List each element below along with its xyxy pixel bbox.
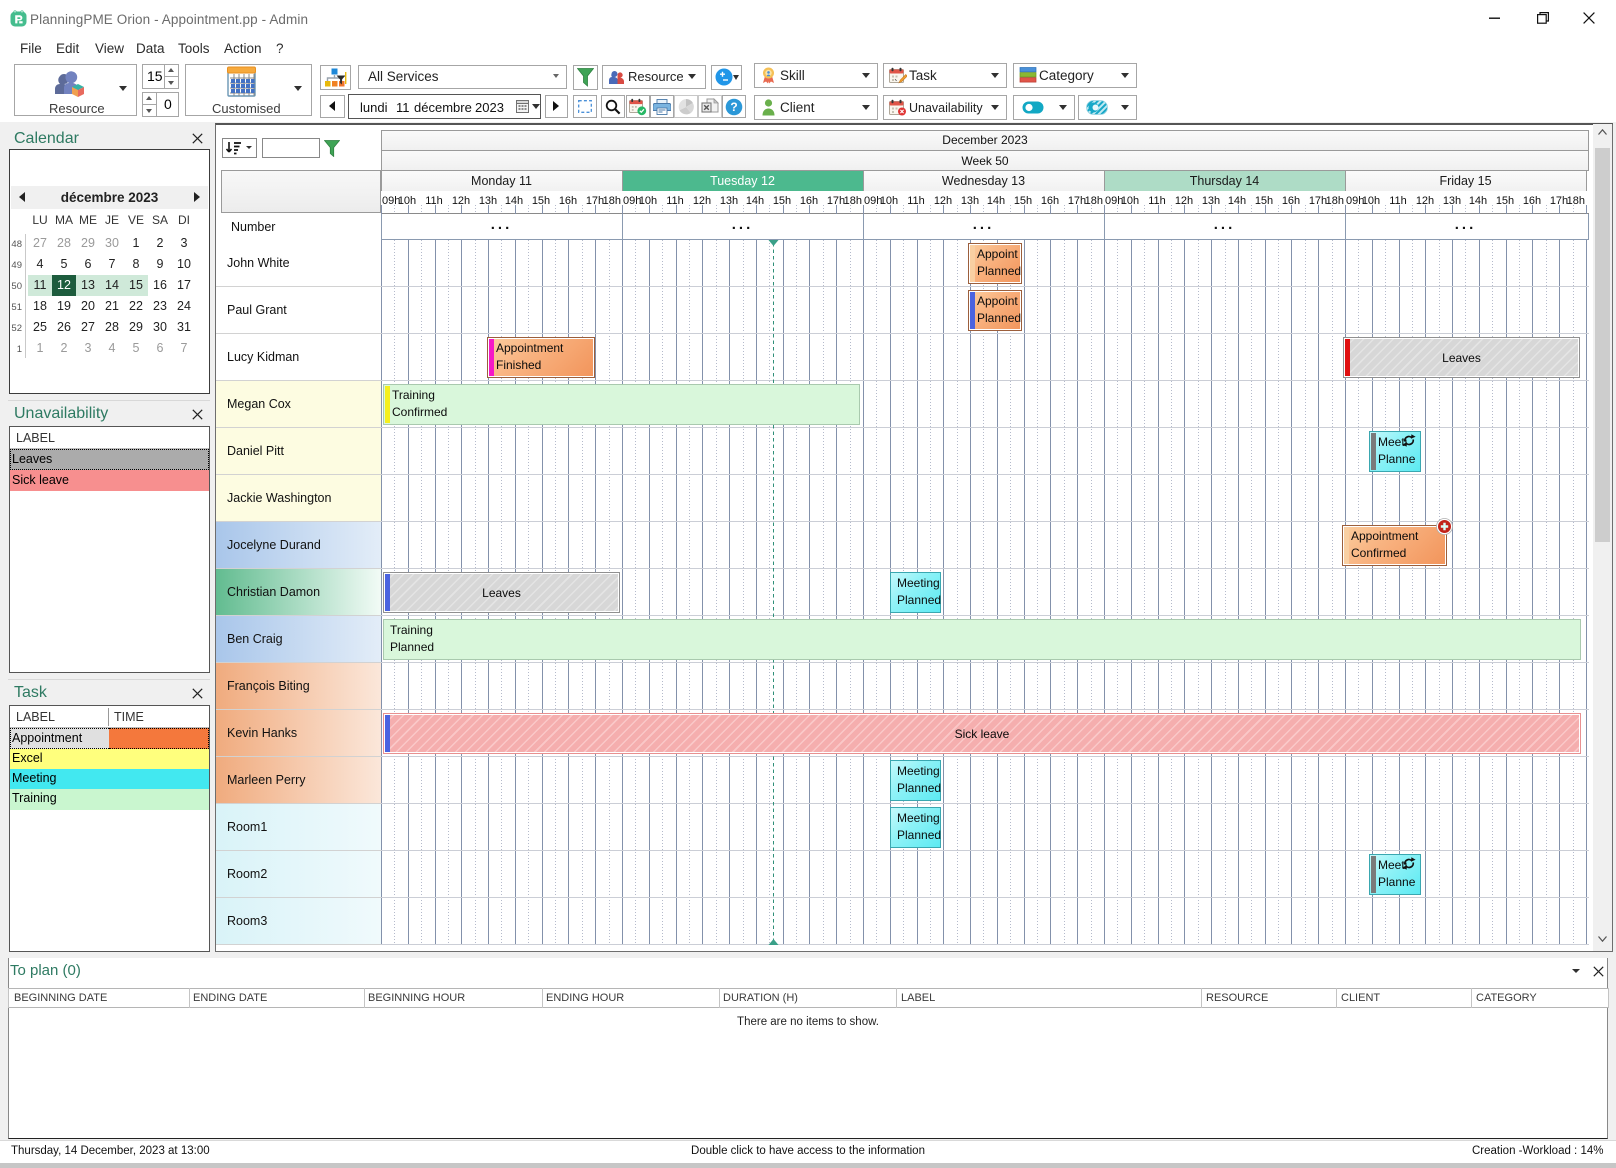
svg-text:?: ? [730,100,737,114]
